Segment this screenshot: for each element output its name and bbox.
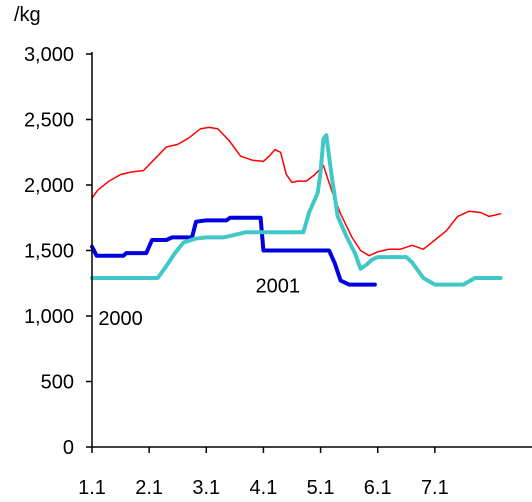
y-tick-label: 500 xyxy=(41,372,74,394)
x-tick-label: 6.1 xyxy=(364,477,392,499)
series-annotation: 2000 xyxy=(98,308,143,330)
y-tick-label: 1,000 xyxy=(24,306,74,328)
series-line-1 xyxy=(91,126,502,257)
y-tick-label: 2,000 xyxy=(24,175,74,197)
series-layer xyxy=(90,126,503,287)
x-tick-label: 2.1 xyxy=(135,477,163,499)
x-tick-label: 1.1 xyxy=(78,477,106,499)
annotation-layer: 2000 2001 xyxy=(98,275,300,330)
y-tick-label: 3,000 xyxy=(24,44,74,66)
y-tick-label: 0 xyxy=(63,437,74,459)
x-tick-label: 5.1 xyxy=(307,477,335,499)
series-line-2 xyxy=(90,215,377,287)
y-unit-label: /kg xyxy=(14,4,41,26)
x-tick-label: 4.1 xyxy=(250,477,278,499)
y-tick-label: 2,500 xyxy=(24,110,74,132)
y-tick-label: 1,500 xyxy=(24,241,74,263)
axes-layer: 0 500 1,000 1,500 2,000 2,500 3,000 1.1 2.1 3.1 4.… xyxy=(24,44,532,499)
series-annotation: 2001 xyxy=(255,275,300,297)
x-tick-label: 3.1 xyxy=(192,477,220,499)
series-line-3 xyxy=(90,133,503,287)
x-tick-label: 7.1 xyxy=(421,477,449,499)
